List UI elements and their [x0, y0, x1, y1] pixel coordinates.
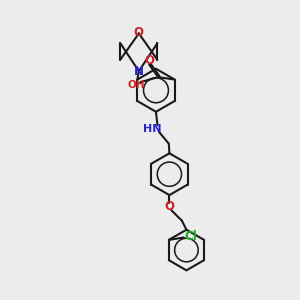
Text: O: O — [144, 54, 154, 67]
Text: N: N — [134, 65, 144, 78]
Text: Cl: Cl — [184, 230, 197, 243]
Text: O: O — [134, 26, 144, 39]
Text: OH: OH — [127, 80, 145, 90]
Text: HN: HN — [143, 124, 161, 134]
Text: O: O — [164, 200, 174, 213]
